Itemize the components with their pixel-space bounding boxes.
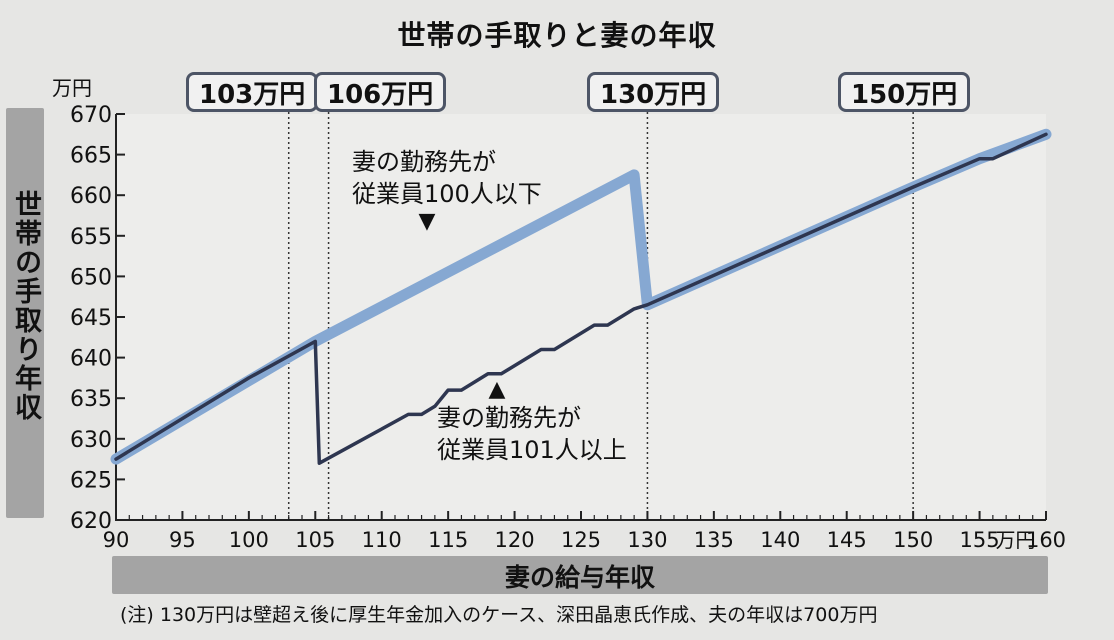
annotation-upper-line2: 従業員100人以下 (352, 180, 542, 208)
plot-area (116, 114, 1046, 520)
y-tick-label-660: 660 (70, 184, 112, 209)
y-tick-label-650: 650 (70, 265, 112, 290)
y-tick-label-640: 640 (70, 347, 112, 372)
x-tick-label-130: 130 (627, 528, 667, 552)
x-tick-label-150: 150 (893, 528, 933, 552)
threshold-label-130: 130万円 (587, 72, 720, 112)
x-tick-label-125: 125 (561, 528, 601, 552)
y-tick-label-665: 665 (70, 144, 112, 169)
annotation-lower-line1: 妻の勤務先が (437, 404, 581, 432)
annotation-upper-line1: 妻の勤務先が (352, 148, 496, 176)
annotation-lower-line2: 従業員101人以上 (437, 436, 627, 464)
x-tick-label-145: 145 (827, 528, 867, 552)
y-axis-label: 世帯の手取り年収 (10, 190, 41, 422)
annotation-lower: ▲ 妻の勤務先が 従業員101人以上 (437, 378, 627, 466)
y-tick-label-630: 630 (70, 428, 112, 453)
x-tick-label-140: 140 (760, 528, 800, 552)
y-tick-label-620: 620 (70, 509, 112, 534)
y-axis-label-box (6, 108, 44, 518)
threshold-label-103: 103万円 (186, 72, 319, 112)
y-tick-label-625: 625 (70, 468, 112, 493)
annotation-upper-arrow: ▼ (418, 209, 436, 234)
x-tick-label-95: 95 (169, 528, 196, 552)
y-tick-label-655: 655 (70, 225, 112, 250)
x-axis-label: 妻の給与年収 (504, 563, 655, 592)
x-tick-label-115: 115 (428, 528, 468, 552)
y-axis-unit: 万円 (52, 76, 92, 100)
threshold-label-150: 150万円 (838, 72, 971, 112)
x-axis-unit: 万円 (995, 528, 1035, 552)
x-tick-label-110: 110 (362, 528, 402, 552)
y-tick-label-670: 670 (70, 103, 112, 128)
threshold-label-106: 106万円 (314, 72, 447, 112)
x-tick-label-135: 135 (694, 528, 734, 552)
annotation-upper: 妻の勤務先が 従業員100人以下 ▼ (352, 146, 542, 234)
y-tick-label-635: 635 (70, 387, 112, 412)
x-tick-label-100: 100 (229, 528, 269, 552)
annotation-lower-arrow: ▲ (488, 377, 506, 402)
x-tick-label-105: 105 (295, 528, 335, 552)
series-line-2 (114, 132, 1048, 465)
chart-title: 世帯の手取りと妻の年収 (397, 19, 717, 52)
x-axis-label-bar (112, 556, 1048, 594)
x-tick-label-120: 120 (495, 528, 535, 552)
footnote: (注) 130万円は壁超え後に厚生年金加入のケース、深田晶恵氏作成、夫の年収は7… (120, 604, 878, 626)
y-tick-label-645: 645 (70, 306, 112, 331)
x-tick-label-155: 155 (960, 528, 1000, 552)
x-tick-label-90: 90 (103, 528, 130, 552)
x-tick-label-160: 160 (1026, 528, 1066, 552)
